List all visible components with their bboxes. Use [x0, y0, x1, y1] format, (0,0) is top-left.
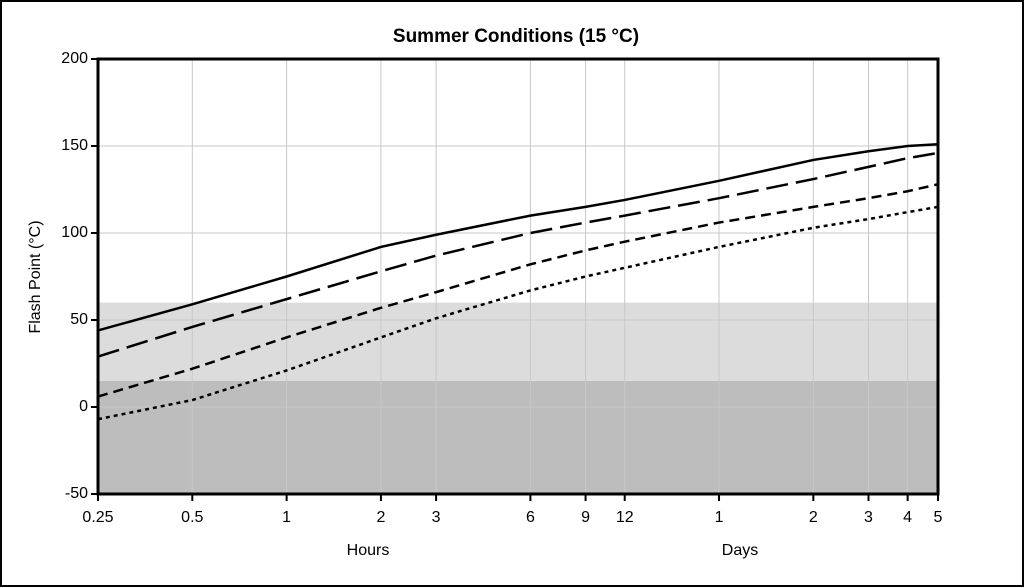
- band: [98, 302, 938, 381]
- y-tick-label: 200: [61, 50, 88, 67]
- x-tick-label: 2: [809, 509, 818, 526]
- y-tick-label: 150: [61, 137, 88, 154]
- x-tick-label: 2: [376, 509, 385, 526]
- y-tick-label: 100: [61, 224, 88, 241]
- series-line: [97, 143, 939, 332]
- x-tick-label: 5: [934, 509, 943, 526]
- x-group-label: Hours: [347, 542, 390, 559]
- x-tick-label: 9: [581, 509, 590, 526]
- x-tick-label: 1: [282, 509, 291, 526]
- plot-border: [96, 57, 940, 496]
- x-tick-label: 3: [432, 509, 441, 526]
- x-tick-label: 4: [903, 509, 912, 526]
- y-tick-label: -50: [65, 485, 88, 502]
- y-tick-label: 0: [79, 398, 88, 415]
- y-tick-label: 50: [70, 311, 88, 328]
- x-tick-label: 6: [526, 509, 535, 526]
- chart-title: Summer Conditions (15 °C): [393, 26, 639, 47]
- series-line: [97, 151, 939, 358]
- band: [98, 380, 938, 494]
- x-tick-label: 1: [715, 509, 724, 526]
- series-line: [97, 183, 939, 398]
- x-tick-label: 3: [864, 509, 873, 526]
- x-group-label: Days: [722, 542, 758, 559]
- x-tick-label: 0.25: [82, 509, 113, 526]
- series-line: [97, 205, 939, 421]
- x-tick-label: 0.5: [181, 509, 203, 526]
- y-axis-label: Flash Point (°C): [27, 220, 44, 333]
- x-tick-label: 12: [616, 509, 634, 526]
